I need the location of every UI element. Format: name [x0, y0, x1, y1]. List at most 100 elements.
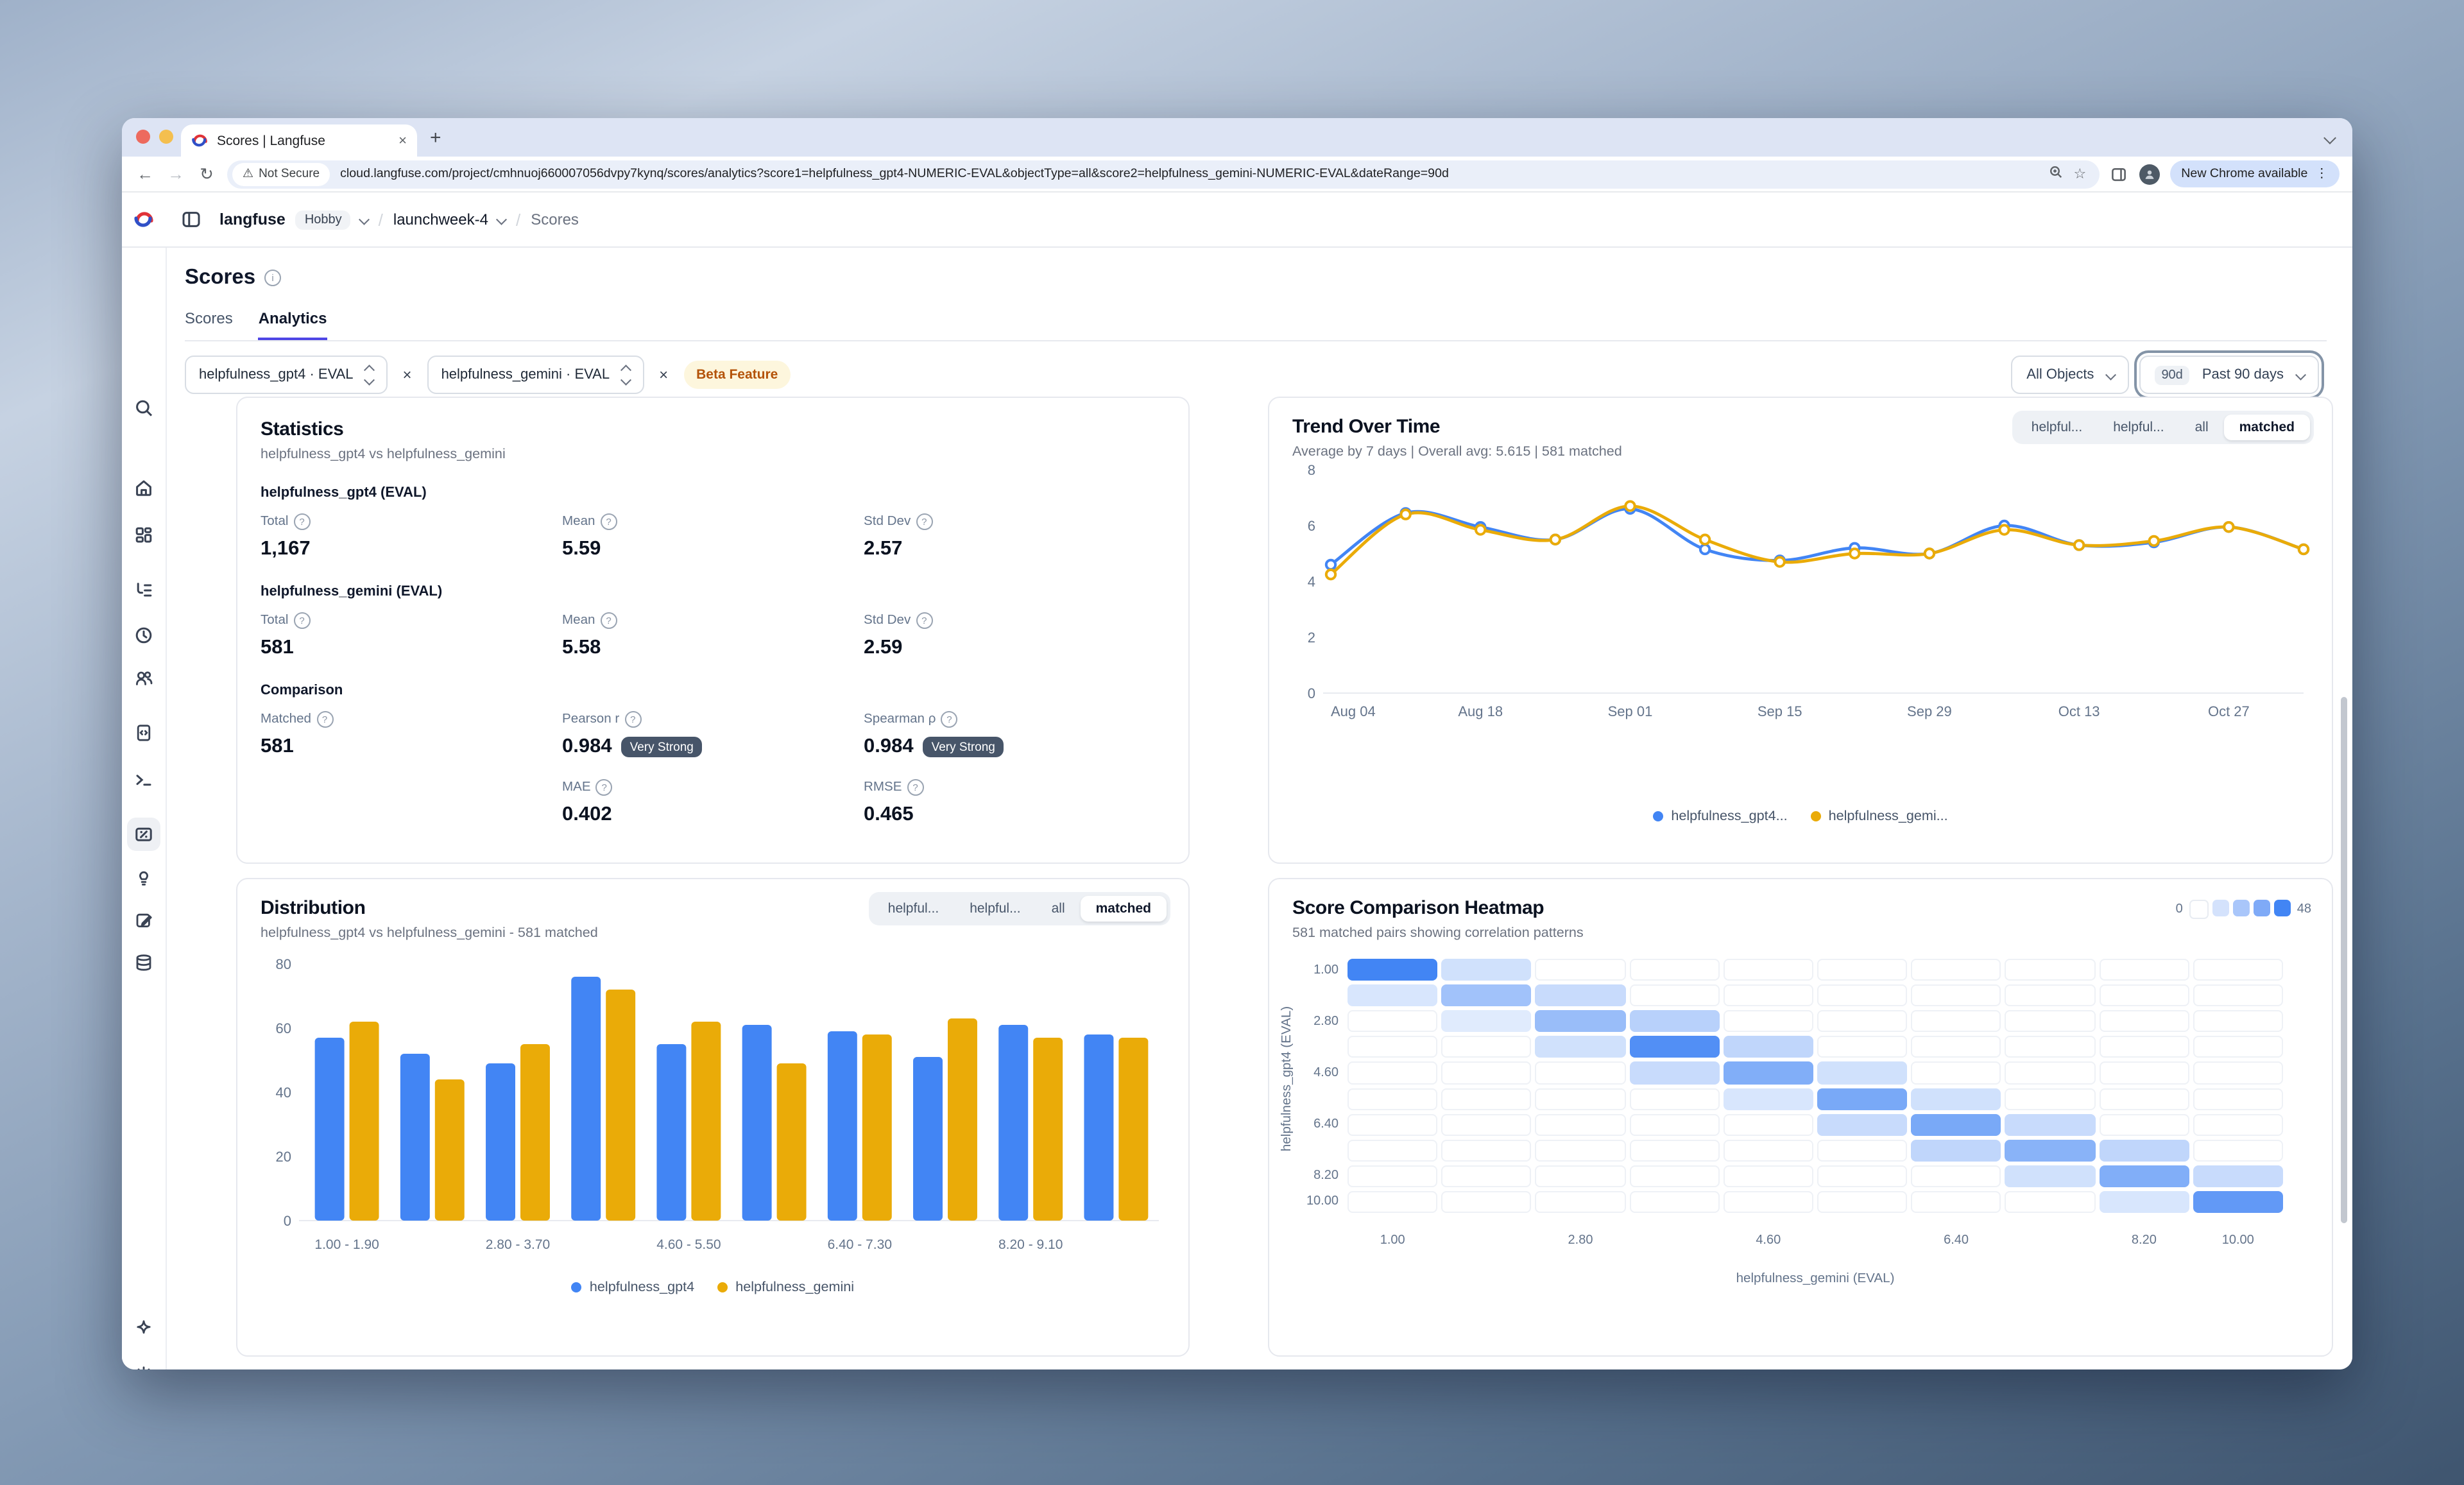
heatmap-cell[interactable]	[2099, 1036, 2189, 1058]
help-icon[interactable]: ?	[595, 779, 613, 796]
heatmap-cell[interactable]	[1629, 1061, 1720, 1084]
legend-label[interactable]: helpfulness_gemini	[735, 1280, 855, 1295]
heatmap-cell[interactable]	[1348, 1190, 1438, 1213]
help-icon[interactable]: ?	[293, 612, 311, 629]
heatmap-cell[interactable]	[1348, 1113, 1438, 1136]
help-icon[interactable]: ?	[916, 513, 933, 530]
heatmap-cell[interactable]	[1817, 959, 1908, 981]
heatmap-cell[interactable]	[1535, 959, 1626, 981]
heatmap-cell[interactable]	[2193, 1165, 2283, 1187]
heatmap-cell[interactable]	[1348, 1036, 1438, 1058]
heatmap-cell[interactable]	[1723, 984, 1813, 1007]
trend-toggle-matched[interactable]: matched	[2223, 415, 2310, 440]
info-icon[interactable]: i	[264, 270, 282, 286]
heatmap-cell[interactable]	[1817, 1088, 1908, 1110]
trend-toggle-score2[interactable]: helpful...	[2098, 415, 2179, 440]
heatmap-cell[interactable]	[1535, 1139, 1626, 1162]
evaluators-lightbulb-icon[interactable]	[133, 868, 154, 888]
scores-icon[interactable]	[127, 818, 160, 851]
help-icon[interactable]: ?	[293, 513, 311, 530]
heatmap-cell[interactable]	[1441, 984, 1532, 1007]
heatmap-cell[interactable]	[2005, 959, 2096, 981]
heatmap-cell[interactable]	[1723, 1139, 1813, 1162]
dist-toggle-score1[interactable]: helpful...	[873, 896, 954, 922]
heatmap-cell[interactable]	[1817, 1139, 1908, 1162]
dist-toggle-all[interactable]: all	[1036, 896, 1081, 922]
heatmap-cell[interactable]	[1535, 1190, 1626, 1213]
heatmap-cell[interactable]	[1911, 1165, 2001, 1187]
heatmap-cell[interactable]	[1348, 1061, 1438, 1084]
heatmap-cell[interactable]	[2193, 959, 2283, 981]
side-panel-icon[interactable]	[2109, 165, 2127, 183]
heatmap-cell[interactable]	[2193, 1190, 2283, 1213]
heatmap-cell[interactable]	[1441, 1113, 1532, 1136]
heatmap-cell[interactable]	[1911, 1010, 2001, 1033]
legend-label[interactable]: helpfulness_gpt4...	[1671, 809, 1788, 824]
heatmap-cell[interactable]	[1817, 1010, 1908, 1033]
users-icon[interactable]	[133, 667, 154, 688]
heatmap-cell[interactable]	[1723, 959, 1813, 981]
breadcrumb-org[interactable]: langfuse	[219, 210, 286, 228]
score2-select[interactable]: helpfulness_gemini · EVAL	[427, 356, 644, 394]
heatmap-cell[interactable]	[1911, 1036, 2001, 1058]
heatmap-cell[interactable]	[1535, 1036, 1626, 1058]
heatmap-cell[interactable]	[2099, 1190, 2189, 1213]
prompts-file-icon[interactable]	[133, 723, 154, 743]
back-button[interactable]: ←	[137, 164, 153, 184]
tab-analytics[interactable]: Analytics	[258, 309, 327, 340]
heatmap-cell[interactable]	[1911, 1190, 2001, 1213]
heatmap-cell[interactable]	[1348, 1165, 1438, 1187]
help-icon[interactable]: ?	[907, 779, 924, 796]
help-icon[interactable]: ?	[600, 513, 617, 530]
help-icon[interactable]: ?	[941, 711, 958, 728]
heatmap-cell[interactable]	[1535, 984, 1626, 1007]
dist-toggle-matched[interactable]: matched	[1080, 896, 1167, 922]
new-tab-button[interactable]: +	[430, 127, 441, 149]
heatmap-cell[interactable]	[2193, 1010, 2283, 1033]
dist-toggle-score2[interactable]: helpful...	[954, 896, 1036, 922]
heatmap-cell[interactable]	[1817, 1165, 1908, 1187]
forward-button[interactable]: →	[167, 164, 184, 184]
heatmap-cell[interactable]	[2193, 984, 2283, 1007]
tab-search-chevron-icon[interactable]	[2323, 132, 2336, 144]
heatmap-cell[interactable]	[1723, 1088, 1813, 1110]
org-chevron-icon[interactable]	[359, 214, 370, 225]
legend-label[interactable]: helpfulness_gpt4	[589, 1280, 695, 1295]
heatmap-cell[interactable]	[1723, 1061, 1813, 1084]
heatmap-cell[interactable]	[1629, 1088, 1720, 1110]
profile-avatar[interactable]	[2139, 164, 2160, 184]
heatmap-cell[interactable]	[2099, 959, 2189, 981]
heatmap-cell[interactable]	[1441, 1036, 1532, 1058]
heatmap-cell[interactable]	[1441, 1139, 1532, 1162]
langfuse-logo[interactable]	[122, 209, 166, 230]
heatmap-cell[interactable]	[1723, 1190, 1813, 1213]
help-icon[interactable]: ?	[624, 711, 642, 728]
datasets-database-icon[interactable]	[133, 952, 154, 973]
heatmap-cell[interactable]	[1817, 1190, 1908, 1213]
tab-close-icon[interactable]: ×	[398, 133, 407, 148]
heatmap-cell[interactable]	[2005, 1190, 2096, 1213]
heatmap-cell[interactable]	[1723, 1113, 1813, 1136]
heatmap-cell[interactable]	[1348, 984, 1438, 1007]
heatmap-cell[interactable]	[2005, 1088, 2096, 1110]
heatmap-cell[interactable]	[1535, 1061, 1626, 1084]
heatmap-cell[interactable]	[1629, 1139, 1720, 1162]
heatmap-cell[interactable]	[1817, 1036, 1908, 1058]
heatmap-cell[interactable]	[1441, 1010, 1532, 1033]
heatmap-cell[interactable]	[2005, 1113, 2096, 1136]
heatmap-cell[interactable]	[1911, 1061, 2001, 1084]
annotation-clipboard-icon[interactable]	[133, 910, 154, 931]
sidebar-toggle-icon[interactable]	[181, 209, 201, 230]
upgrade-sparkle-icon[interactable]	[133, 1318, 154, 1339]
zoom-page-icon[interactable]	[2048, 164, 2064, 184]
heatmap-cell[interactable]	[1629, 1113, 1720, 1136]
heatmap-cell[interactable]	[2099, 1165, 2189, 1187]
heatmap-cell[interactable]	[1535, 1165, 1626, 1187]
heatmap-cell[interactable]	[2099, 1113, 2189, 1136]
heatmap-cell[interactable]	[2005, 1165, 2096, 1187]
heatmap-cell[interactable]	[1348, 959, 1438, 981]
heatmap-cell[interactable]	[1348, 1088, 1438, 1110]
trend-toggle-score1[interactable]: helpful...	[2016, 415, 2098, 440]
not-secure-chip[interactable]: ⚠ Not Secure	[232, 162, 330, 185]
heatmap-cell[interactable]	[2005, 1139, 2096, 1162]
